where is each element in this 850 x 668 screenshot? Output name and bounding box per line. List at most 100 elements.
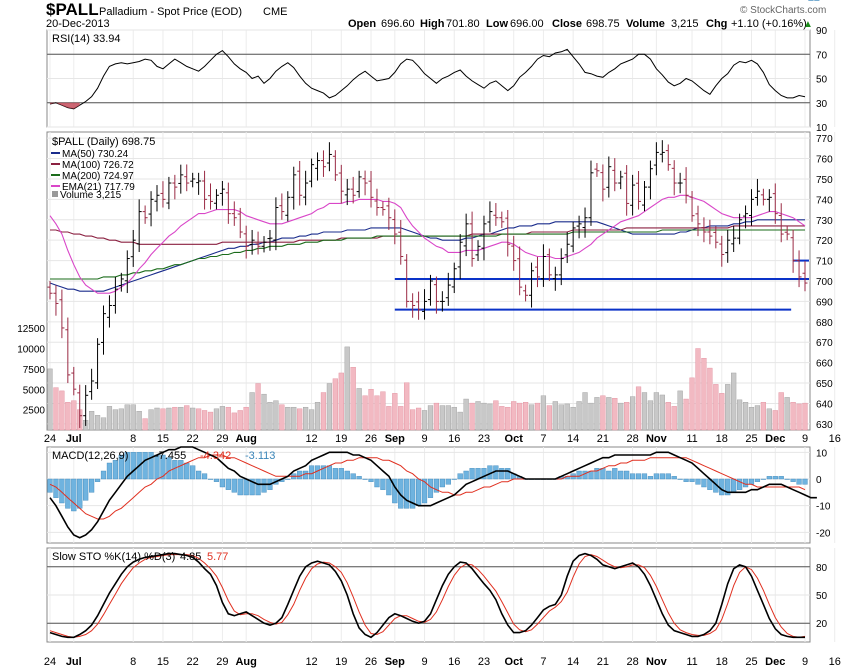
volume-bar	[433, 402, 440, 431]
volume-bar	[100, 417, 107, 431]
volume-bar	[362, 395, 368, 431]
price-bar	[772, 183, 778, 224]
macd-histogram-bar	[178, 460, 184, 480]
volume-label: Volume	[626, 18, 665, 30]
x-axis-label: 18	[716, 656, 728, 668]
macd-histogram-bar	[314, 465, 321, 480]
price-bar	[344, 178, 350, 206]
price-bar	[213, 189, 219, 210]
price-bar	[594, 163, 600, 177]
volume-bar	[404, 382, 410, 431]
volume-bar	[356, 388, 362, 431]
price-bar	[77, 384, 83, 428]
x-axis-label: 25	[745, 656, 757, 668]
macd-panel: -20 -10 0 10 MACD(12,26,9) -7.455 -4.342 -3.113	[46, 0, 836, 544]
volume-bar	[303, 406, 309, 431]
macd-histogram-bar	[808, 0, 814, 1]
volume-bar	[237, 410, 243, 431]
price-tick-label: 760	[816, 155, 833, 166]
macd-tick-label: 0	[816, 475, 822, 486]
macd-histogram-bar	[784, 478, 790, 480]
rsi-tick-label: 90	[816, 26, 828, 37]
macd-line	[49, 446, 817, 539]
macd-histogram-bar	[766, 476, 772, 480]
macd-histogram-bar	[796, 478, 802, 485]
sto-tick-label: 50	[816, 591, 828, 602]
volume-bar	[380, 391, 386, 431]
high-label: High	[420, 18, 445, 30]
price-bar	[731, 225, 737, 253]
macd-histogram-bar	[439, 478, 445, 488]
price-bar	[505, 209, 511, 257]
price-bar	[285, 191, 291, 222]
macd-histogram-bar	[737, 478, 743, 490]
volume-bar	[273, 400, 279, 431]
macd-histogram-bar	[142, 452, 148, 480]
price-bar	[190, 172, 196, 188]
price-bar	[320, 150, 326, 177]
price-bar	[766, 189, 772, 212]
volume-bar	[297, 408, 303, 431]
price-bar	[802, 260, 808, 292]
macd-histogram-bar	[624, 470, 630, 480]
price-bar	[53, 285, 59, 316]
price-bar	[529, 262, 535, 308]
rsi-panel: 10 30 50 70 90 RSI(14) 33.94	[46, 26, 836, 134]
macd-histogram-bar	[374, 478, 380, 488]
rsi-tick-label: 10	[816, 123, 828, 134]
volume-bar	[754, 405, 761, 431]
macd-histogram-bar	[594, 468, 600, 480]
volume-bar	[136, 411, 142, 431]
x-axis-label: Nov	[646, 656, 668, 668]
volume-bar	[505, 406, 511, 431]
macd-histogram-bar	[285, 478, 291, 480]
volume-bar	[71, 400, 77, 431]
volume-bar	[219, 406, 226, 431]
price-tick-label: 720	[816, 236, 833, 247]
price-bar	[754, 178, 760, 206]
price-bar	[249, 229, 255, 255]
price-bar	[612, 158, 618, 192]
volume-bar	[695, 348, 701, 431]
macd-histogram-bar	[89, 478, 95, 493]
macd-histogram-bar	[249, 478, 255, 496]
volume-bar	[635, 386, 642, 431]
price-tick-label: 660	[816, 359, 833, 370]
x-axis-label: 15	[157, 433, 169, 445]
macd-histogram-bar	[421, 478, 428, 504]
x-axis-label: 16	[448, 433, 460, 445]
macd-histogram-bar	[172, 460, 178, 480]
volume-bar	[629, 396, 636, 431]
volume-bar	[576, 401, 582, 431]
price-tick-label: 670	[816, 338, 833, 349]
price-bar	[83, 385, 89, 426]
price-bar	[404, 254, 410, 308]
macd-histogram-bar	[742, 478, 749, 488]
volume-bar	[659, 394, 665, 431]
price-bar	[659, 140, 665, 163]
x-axis-label: 18	[716, 433, 728, 445]
macd-histogram-bar	[427, 478, 434, 498]
x-axis-label: 21	[597, 656, 609, 668]
volume-bar	[249, 392, 255, 431]
price-bar	[106, 295, 112, 328]
volume-bar	[493, 400, 499, 431]
macd-histogram-bar	[695, 478, 701, 485]
rsi-tick-label: 50	[816, 75, 828, 86]
price-bar	[89, 368, 95, 400]
macd-histogram-bar	[118, 454, 124, 480]
volume-bar	[285, 406, 291, 431]
up-arrow-icon: ▲	[803, 19, 813, 30]
chg-label: Chg	[706, 18, 727, 30]
price-tick-label: 710	[816, 257, 833, 268]
volume-bar	[570, 406, 576, 431]
ma-line-3	[49, 194, 806, 294]
price-bar	[219, 180, 225, 206]
price-bar	[445, 272, 451, 306]
price-bar	[95, 338, 101, 389]
x-axis-label: 22	[187, 433, 199, 445]
volume-bar	[546, 405, 552, 431]
close-value: 698.75	[586, 18, 620, 30]
price-bar	[184, 164, 190, 192]
macd-histogram-bar	[255, 478, 261, 496]
